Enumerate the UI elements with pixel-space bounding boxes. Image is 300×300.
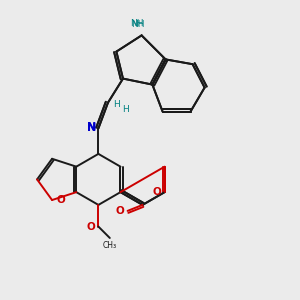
Text: H: H — [114, 100, 120, 109]
Text: NH: NH — [130, 19, 144, 28]
Text: H: H — [122, 105, 129, 114]
Text: O: O — [86, 222, 95, 232]
Text: N: N — [87, 123, 96, 133]
Text: N: N — [87, 122, 96, 133]
Text: O: O — [115, 206, 124, 216]
Text: O: O — [56, 195, 65, 205]
Text: CH₃: CH₃ — [103, 241, 117, 250]
Text: O: O — [152, 187, 161, 197]
Text: NH: NH — [131, 20, 145, 29]
